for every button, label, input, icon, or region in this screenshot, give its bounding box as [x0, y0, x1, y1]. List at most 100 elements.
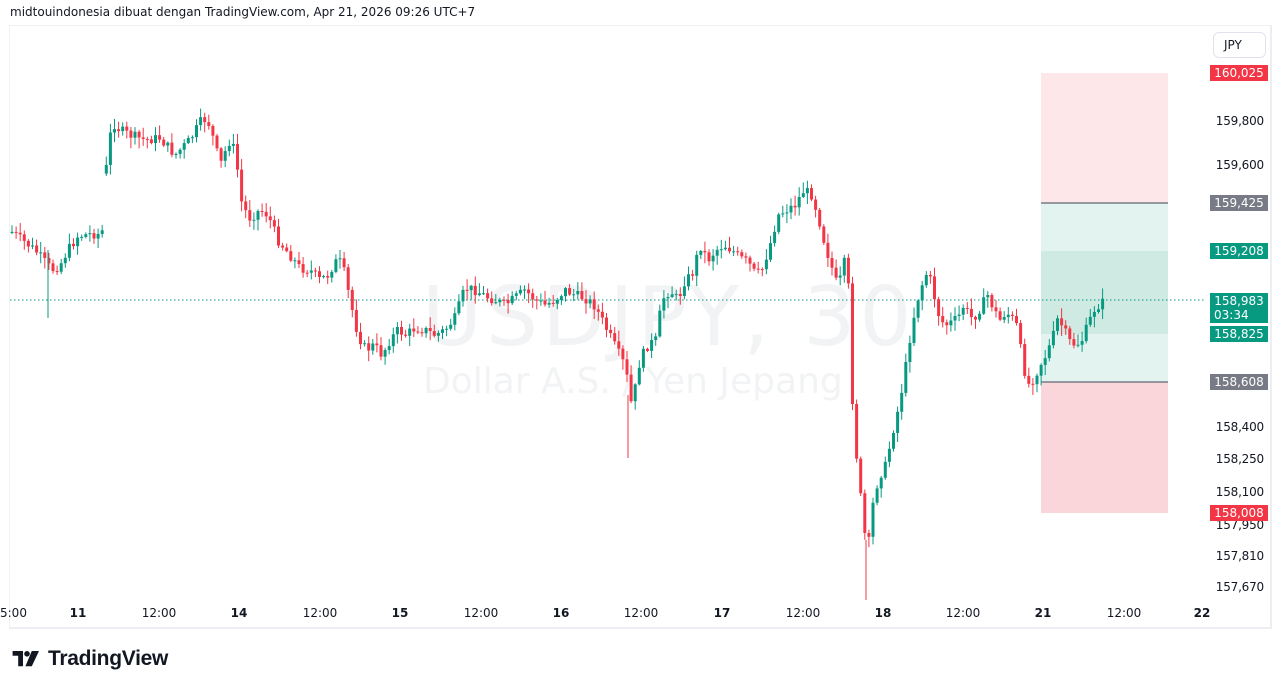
- candle-body: [313, 270, 317, 272]
- candle-body: [760, 269, 764, 271]
- candle-body: [121, 126, 125, 132]
- currency-button[interactable]: JPY: [1213, 32, 1266, 58]
- price-level-label[interactable]: 158,608: [1210, 374, 1268, 390]
- candle-body: [47, 257, 51, 264]
- candle-body: [387, 346, 391, 351]
- candle-body: [912, 317, 916, 343]
- target-zone-inner[interactable]: [1041, 251, 1168, 334]
- candle-body: [80, 236, 84, 238]
- candle-body: [428, 327, 432, 332]
- candle-body: [531, 293, 535, 300]
- price-tick: 157,810: [1215, 549, 1264, 563]
- candle-body: [252, 219, 256, 221]
- candle-body: [207, 122, 211, 126]
- candle-body: [916, 300, 920, 318]
- candle-body: [281, 245, 285, 248]
- candle-body: [629, 374, 633, 402]
- candle-body: [994, 307, 998, 312]
- candle-body: [609, 329, 613, 334]
- candle-body: [420, 332, 424, 334]
- price-level-label[interactable]: 158,825: [1210, 326, 1268, 342]
- tradingview-logo[interactable]: TradingView: [12, 647, 168, 671]
- candle-body: [555, 299, 559, 304]
- time-tick: 12:00: [463, 606, 499, 620]
- candle-body: [367, 343, 371, 351]
- candle-body: [1092, 311, 1096, 317]
- candle-body: [432, 331, 436, 336]
- candle-body: [892, 432, 895, 449]
- candle-body: [145, 138, 149, 140]
- candle-body: [863, 493, 867, 533]
- candle-body: [568, 288, 572, 295]
- price-tick: 158,250: [1215, 452, 1264, 466]
- candle-body: [322, 276, 326, 278]
- candle-body: [896, 411, 900, 433]
- candle-body: [764, 259, 768, 270]
- candle-body: [547, 302, 551, 305]
- candle-body: [227, 145, 231, 152]
- candle-body: [301, 264, 305, 273]
- candle-body: [633, 384, 637, 402]
- candle-body: [650, 340, 654, 351]
- candle-body: [859, 458, 863, 494]
- candle-body: [88, 233, 92, 235]
- candle-body: [982, 297, 986, 314]
- price-level-label[interactable]: 159,208: [1210, 243, 1268, 259]
- time-axis[interactable]: 5:00 11 12:00 14 12:00 15 12:00 16 12:00 17 12:00 1…: [0, 601, 1210, 628]
- date-tick: 14: [230, 606, 248, 620]
- stop-loss-zone-lower[interactable]: [1041, 382, 1168, 513]
- current-price-label[interactable]: 158,983 03:34: [1210, 293, 1268, 323]
- time-tick: 12:00: [302, 606, 338, 620]
- candle-body: [1060, 318, 1064, 326]
- candle-body: [641, 348, 645, 368]
- price-axis[interactable]: 159,800 159,600 158,400 158,250 158,100 157,9…: [1206, 26, 1272, 601]
- candle-body: [723, 247, 727, 250]
- chart-plot-area[interactable]: USDJPY, 30 Dollar A.S. / Yen Jepang: [10, 26, 1206, 601]
- price-tick: 159,600: [1215, 158, 1264, 172]
- candle-body: [441, 329, 444, 333]
- candle-body: [297, 260, 301, 265]
- candle-body: [416, 331, 420, 333]
- candle-body: [1072, 339, 1076, 346]
- candle-body: [494, 302, 498, 304]
- candle-body: [1051, 330, 1055, 346]
- candle-body: [482, 293, 485, 295]
- candle-body: [469, 285, 473, 291]
- candle-body: [740, 252, 744, 257]
- candle-body: [498, 299, 502, 303]
- candle-body: [219, 148, 223, 161]
- candle-body: [670, 294, 674, 297]
- candle-body: [826, 242, 830, 258]
- candle-body: [190, 137, 194, 139]
- candle-body: [904, 361, 908, 393]
- candle-body: [1031, 383, 1035, 385]
- candlestick-chart[interactable]: [10, 26, 1206, 601]
- candle-body: [490, 298, 494, 304]
- candle-body: [1019, 323, 1023, 345]
- candle-body: [818, 209, 822, 227]
- candle-body: [240, 169, 244, 202]
- candle-body: [822, 226, 826, 243]
- candle-body: [834, 267, 838, 278]
- candle-body: [941, 316, 945, 323]
- candle-body: [867, 532, 871, 537]
- candle-body: [744, 256, 748, 258]
- candle-body: [445, 328, 449, 330]
- candle-body: [658, 310, 662, 337]
- candle-body: [527, 289, 531, 294]
- tradingview-logo-icon: [12, 651, 39, 667]
- candle-body: [543, 300, 547, 305]
- price-level-label[interactable]: 158,008: [1210, 505, 1268, 521]
- candle-body: [203, 117, 207, 123]
- stop-loss-zone-upper[interactable]: [1041, 73, 1168, 203]
- candle-body: [539, 300, 543, 302]
- candle-body: [477, 293, 481, 296]
- price-level-label[interactable]: 159,425: [1210, 195, 1268, 211]
- candle-body: [1023, 344, 1027, 376]
- candle-body: [920, 285, 924, 301]
- candle-body: [518, 289, 522, 294]
- candle-body: [559, 296, 563, 300]
- candle-body: [572, 294, 576, 296]
- candle-body: [486, 293, 490, 299]
- price-level-label[interactable]: 160,025: [1210, 65, 1268, 81]
